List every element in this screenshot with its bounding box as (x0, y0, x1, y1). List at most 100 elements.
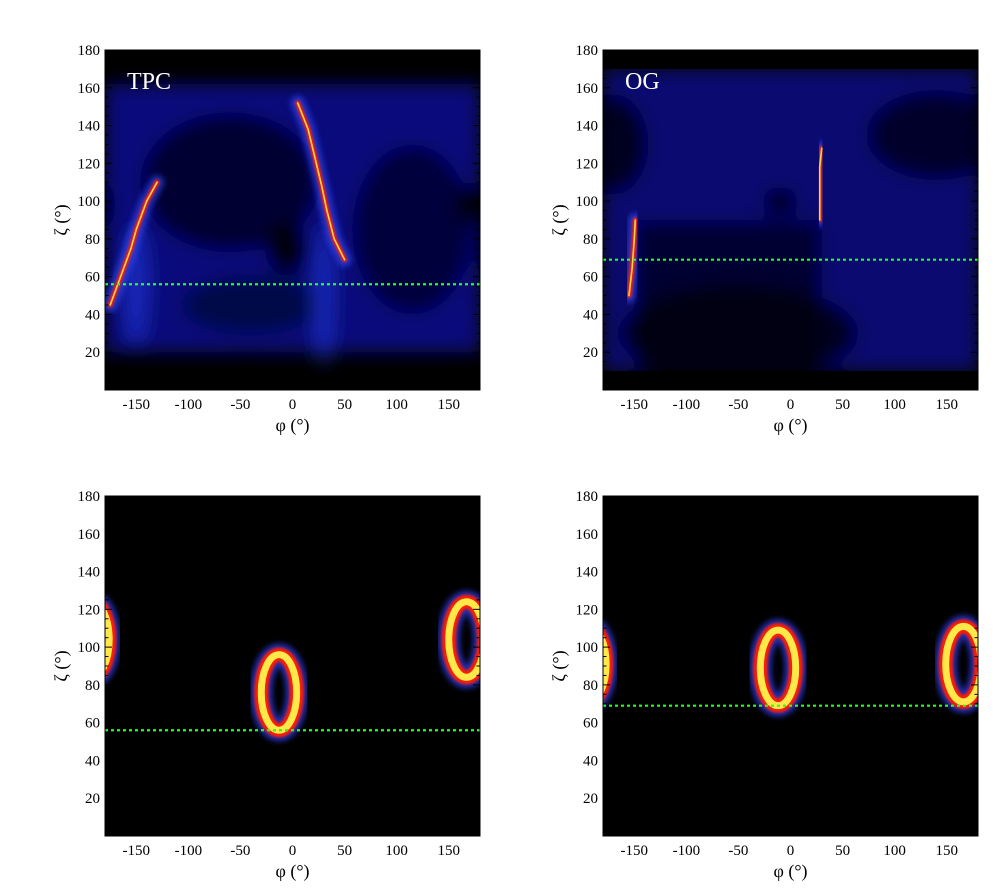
plot-area (105, 84, 480, 366)
y-tick-label: 160 (576, 527, 599, 543)
y-tick-label: 80 (583, 678, 598, 694)
dark-band (603, 50, 978, 69)
dark-hole (180, 275, 321, 335)
x-tick-label: 0 (787, 843, 795, 859)
emission-glow (105, 84, 480, 366)
ring-core-2 (105, 607, 113, 672)
y-tick-label: 80 (583, 232, 598, 248)
x-tick-label: 50 (337, 397, 352, 413)
y-tick-label: 160 (576, 81, 599, 97)
caustic-core-0 (109, 181, 158, 306)
y-tick-label: 20 (583, 791, 598, 807)
y-tick-label: 40 (583, 753, 598, 769)
ring-core-0 (257, 651, 301, 734)
x-tick-label: 100 (883, 397, 906, 413)
x-tick-label: -150 (621, 843, 649, 859)
dark-hole (455, 182, 480, 227)
x-tick-label: 150 (936, 843, 959, 859)
y-axis-label: ζ (°) (549, 204, 570, 235)
x-tick-label: 0 (289, 397, 297, 413)
x-axis-label: φ (°) (773, 415, 807, 436)
dark-hole (140, 112, 320, 253)
y-tick-label: 160 (78, 527, 101, 543)
y-tick-label: 80 (85, 232, 100, 248)
y-tick-label: 180 (78, 489, 101, 505)
y-tick-label: 20 (85, 345, 100, 361)
x-tick-label: 50 (835, 843, 850, 859)
ring-core-1 (445, 598, 480, 681)
y-tick-label: 20 (85, 791, 100, 807)
y-tick-label: 100 (78, 194, 101, 210)
dark-hole (265, 220, 310, 277)
x-tick-label: 150 (438, 397, 461, 413)
x-tick-label: 100 (385, 397, 408, 413)
dark-hole (603, 94, 649, 195)
dark-region (634, 220, 822, 390)
chart-panel-1: -150 -100 -50 0 50 100 150 20 40 60 80 100 120 140 160… (549, 43, 979, 436)
y-tick-label: 120 (576, 602, 599, 618)
y-tick-label: 180 (576, 489, 599, 505)
x-axis-label: φ (°) (275, 861, 309, 882)
x-tick-label: -100 (673, 397, 701, 413)
chart-panel-0: -150 -100 -50 0 50 100 150 20 40 60 80 100 120 140 160… (51, 43, 481, 436)
chart-panel-2: -150 -100 -50 0 50 100 150 20 40 60 80 100 120 140 160… (51, 489, 481, 882)
x-tick-label: -100 (175, 397, 203, 413)
y-tick-label: 60 (85, 716, 100, 732)
x-axis-label: φ (°) (773, 861, 807, 882)
y-tick-label: 140 (576, 119, 599, 135)
y-tick-label: 140 (78, 119, 101, 135)
dark-hole (762, 187, 799, 216)
y-tick-label: 60 (583, 270, 598, 286)
caustic-core-1 (818, 147, 823, 221)
panel-label: OG (625, 69, 660, 95)
y-tick-label: 180 (78, 43, 101, 59)
y-tick-label: 60 (583, 716, 598, 732)
chart-panel-3: -150 -100 -50 0 50 100 150 20 40 60 80 100 120 140 160… (549, 489, 979, 882)
x-tick-label: -50 (230, 843, 250, 859)
x-tick-label: 50 (835, 397, 850, 413)
tick-marks (104, 495, 481, 837)
y-tick-label: 140 (576, 565, 599, 581)
y-tick-label: 100 (576, 194, 599, 210)
y-tick-label: 40 (583, 307, 598, 323)
caustic-core-1 (296, 102, 346, 261)
x-tick-label: -100 (175, 843, 203, 859)
y-tick-label: 100 (78, 640, 101, 656)
dark-hole (352, 144, 473, 315)
x-tick-label: 0 (289, 843, 297, 859)
y-tick-label: 140 (78, 565, 101, 581)
x-tick-label: 50 (337, 843, 352, 859)
y-tick-label: 120 (576, 156, 599, 172)
dark-band (603, 371, 978, 390)
x-tick-label: -100 (673, 843, 701, 859)
panel-label: TPC (127, 69, 171, 95)
x-tick-label: 100 (385, 843, 408, 859)
y-tick-label: 80 (85, 678, 100, 694)
x-tick-label: -150 (123, 397, 151, 413)
tick-marks (602, 49, 979, 391)
emission-streak (313, 225, 334, 366)
tick-marks (104, 49, 481, 391)
y-axis-label: ζ (°) (549, 650, 570, 681)
x-tick-label: -50 (230, 397, 250, 413)
dark-hole (105, 182, 115, 227)
y-tick-label: 100 (576, 640, 599, 656)
y-tick-label: 120 (78, 156, 101, 172)
plot-area (603, 615, 978, 717)
x-tick-label: 0 (787, 397, 795, 413)
y-tick-label: 120 (78, 602, 101, 618)
x-axis-label: φ (°) (275, 415, 309, 436)
ring-core-2 (603, 633, 610, 695)
x-tick-label: 150 (438, 843, 461, 859)
x-tick-label: -150 (621, 397, 649, 413)
y-axis-label: ζ (°) (51, 650, 72, 681)
x-tick-label: -50 (728, 397, 748, 413)
x-tick-label: 150 (936, 397, 959, 413)
plot-area (105, 590, 480, 742)
y-tick-label: 180 (576, 43, 599, 59)
y-axis-label: ζ (°) (51, 204, 72, 235)
y-tick-label: 60 (85, 270, 100, 286)
y-tick-label: 40 (85, 753, 100, 769)
x-tick-label: -150 (123, 843, 151, 859)
